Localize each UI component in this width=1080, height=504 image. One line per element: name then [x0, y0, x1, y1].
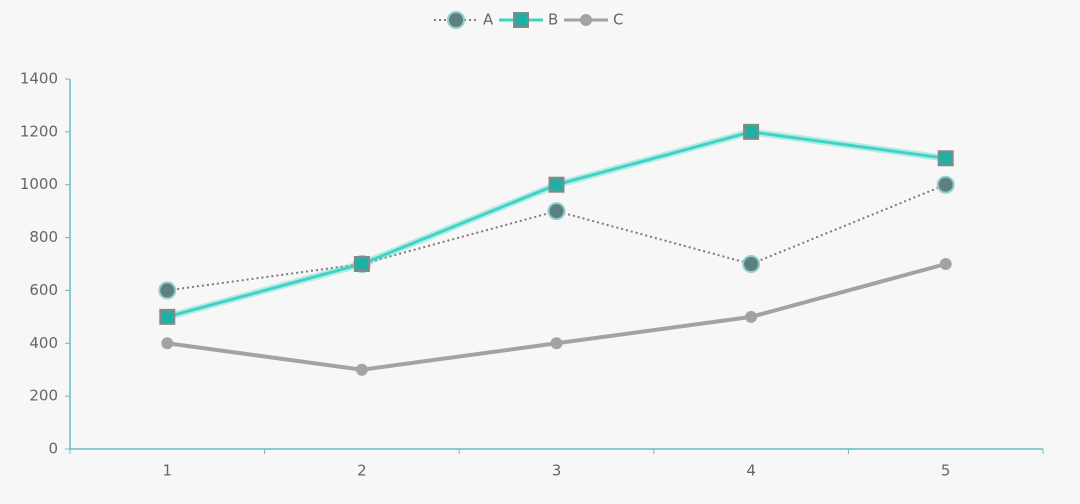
- marker: [743, 123, 760, 140]
- y-tick-label: 1400: [20, 70, 58, 88]
- marker: [513, 12, 529, 28]
- y-tick-label: 1000: [20, 175, 58, 193]
- legend-label: C: [613, 11, 623, 29]
- series: [158, 175, 955, 300]
- line: [166, 130, 946, 319]
- line-glow: [166, 128, 947, 321]
- marker: [159, 308, 176, 325]
- marker: [745, 310, 758, 323]
- y-tick-label: 800: [29, 228, 58, 246]
- y-tick-label: 600: [29, 281, 58, 299]
- marker: [742, 255, 761, 273]
- y-tick-label: 200: [29, 387, 58, 405]
- marker: [939, 258, 952, 270]
- marker: [936, 175, 955, 194]
- marker: [937, 150, 954, 167]
- marker: [161, 337, 174, 350]
- marker: [447, 11, 465, 29]
- series: [161, 258, 952, 376]
- x-tick-label: 5: [941, 462, 951, 480]
- legend: A B C: [434, 11, 623, 29]
- x-tick-label: 2: [357, 462, 367, 480]
- legend-label: A: [483, 11, 494, 29]
- marker: [547, 202, 566, 221]
- y-tick-label: 400: [29, 334, 58, 352]
- marker: [353, 256, 370, 272]
- line: [167, 262, 947, 372]
- marker: [548, 176, 565, 193]
- line: [167, 183, 947, 292]
- x-tick-label: 3: [552, 462, 562, 480]
- x-tick-label: 4: [746, 462, 756, 480]
- marker: [550, 337, 563, 350]
- marker: [158, 281, 177, 300]
- series: [159, 123, 954, 325]
- marker: [580, 14, 592, 26]
- legend-label: B: [548, 11, 558, 29]
- y-tick-label: 0: [48, 440, 58, 458]
- x-tick-label: 1: [163, 462, 173, 480]
- y-tick-label: 1200: [20, 122, 58, 140]
- marker: [355, 363, 368, 376]
